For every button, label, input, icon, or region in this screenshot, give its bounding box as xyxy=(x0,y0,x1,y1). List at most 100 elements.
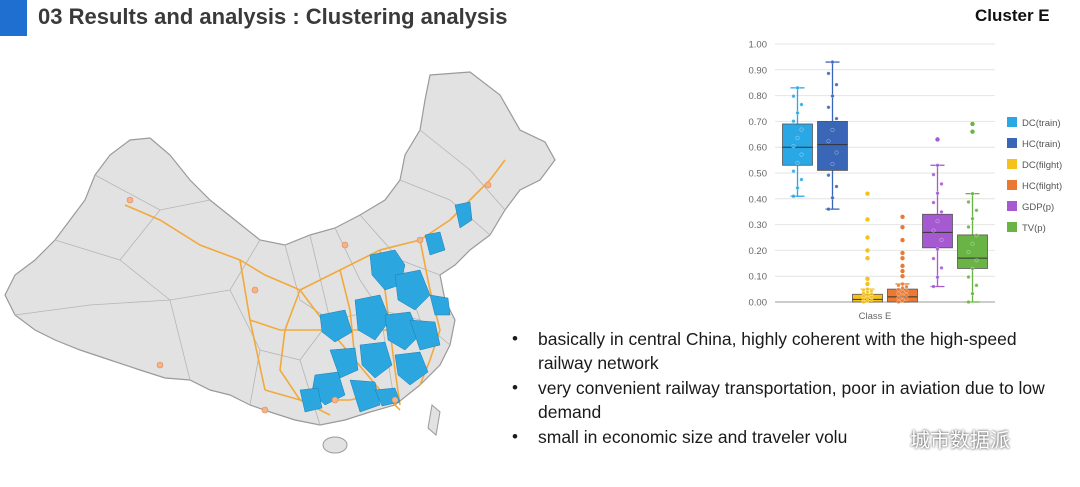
legend-label: TV(p) xyxy=(1022,223,1046,234)
data-point xyxy=(931,172,936,177)
data-point xyxy=(791,194,796,199)
outlier-point xyxy=(970,121,975,127)
legend-label: DC(train) xyxy=(1022,118,1061,129)
box xyxy=(957,234,988,269)
data-point xyxy=(861,288,866,293)
taiwan-island xyxy=(427,404,441,436)
data-point xyxy=(935,219,940,224)
data-point xyxy=(791,144,796,149)
outlier-point xyxy=(865,248,870,253)
data-point xyxy=(900,298,905,303)
legend-swatch xyxy=(1007,222,1017,232)
legend-label: HC(filght) xyxy=(1022,181,1062,192)
y-tick-label: 0.60 xyxy=(749,143,768,154)
outlier-point xyxy=(900,224,905,230)
data-point xyxy=(826,207,831,212)
data-point xyxy=(826,105,831,110)
outlier-point xyxy=(935,137,940,142)
data-point xyxy=(966,275,971,279)
bullet-dot: • xyxy=(512,329,518,348)
data-point xyxy=(904,293,909,298)
data-point xyxy=(974,233,979,238)
hainan-island xyxy=(322,436,348,454)
data-point xyxy=(799,152,804,157)
data-point xyxy=(830,161,835,166)
data-point xyxy=(935,275,940,280)
y-tick-label: 0.30 xyxy=(749,220,768,231)
y-tick-label: 0.10 xyxy=(749,272,768,283)
data-point xyxy=(896,291,901,296)
data-point xyxy=(974,258,979,263)
data-point xyxy=(931,228,936,233)
y-tick-label: 0.40 xyxy=(749,194,768,205)
data-point xyxy=(795,185,800,190)
data-point xyxy=(966,225,971,229)
data-point xyxy=(900,290,905,295)
data-point xyxy=(795,160,800,165)
legend-swatch xyxy=(1007,159,1017,169)
wechat-icon xyxy=(869,426,902,451)
data-point xyxy=(865,287,870,292)
outlier-point xyxy=(900,237,905,243)
data-point xyxy=(970,241,975,246)
bullet-item: • very convenient railway transportation,… xyxy=(505,376,1045,424)
data-point xyxy=(795,85,800,90)
data-point xyxy=(791,169,796,174)
box xyxy=(782,123,813,166)
watermark: 城市数据派 xyxy=(868,424,1010,453)
data-point xyxy=(900,286,905,291)
legend-swatch xyxy=(1007,117,1017,127)
data-point xyxy=(799,102,804,107)
data-point xyxy=(896,295,901,300)
china-outline xyxy=(4,71,556,426)
legend-label: DC(filght) xyxy=(1022,160,1062,171)
data-point xyxy=(904,284,909,289)
outlier-point xyxy=(865,217,870,222)
bullet-text: very convenient railway transportation, … xyxy=(538,378,1045,422)
data-point xyxy=(974,208,979,213)
data-point xyxy=(931,200,936,205)
outlier-point xyxy=(865,235,870,240)
bullet-dot: • xyxy=(512,427,518,446)
bullet-list: • basically in central China, highly cohe… xyxy=(505,327,1045,450)
data-point xyxy=(966,300,971,304)
data-point xyxy=(826,173,831,178)
y-tick-label: 0.80 xyxy=(749,91,768,102)
cluster-e-regions xyxy=(299,201,473,413)
data-point xyxy=(904,297,909,302)
slide-title: 03 Results and analysis : Clustering ana… xyxy=(38,4,508,29)
boxplot-svg: 0.00 0.10 0.20 0.30 0.40 0.50 0.60 0.70 0.80 0.90… xyxy=(749,40,1063,323)
bullet-text: basically in central China, highly coher… xyxy=(538,329,1017,373)
data-point xyxy=(826,139,831,144)
y-tick-label: 0.50 xyxy=(749,169,768,180)
data-point xyxy=(966,200,971,204)
x-axis-label: Class E xyxy=(859,311,892,322)
outlier-point xyxy=(970,129,975,134)
legend-label: GDP(p) xyxy=(1022,202,1054,213)
china-cluster-map xyxy=(0,60,560,460)
data-point xyxy=(970,291,975,296)
bullet-item: • small in economic size and traveler vol… xyxy=(505,425,1045,449)
title-accent-bar xyxy=(0,0,27,36)
y-tick-label: 0.00 xyxy=(749,298,768,309)
boxplot-chart: 0.00 0.10 0.20 0.30 0.40 0.50 0.60 0.70 0.80 0.90… xyxy=(730,30,1080,330)
data-point xyxy=(939,181,944,186)
y-tick-label: 0.20 xyxy=(749,246,768,257)
outlier-point xyxy=(865,281,870,287)
data-point xyxy=(939,237,944,242)
data-point xyxy=(830,94,835,98)
data-point xyxy=(830,127,835,132)
data-point xyxy=(896,283,901,288)
bullet-dot: • xyxy=(512,378,518,397)
data-point xyxy=(896,287,901,292)
outlier-point xyxy=(865,191,870,196)
data-point xyxy=(791,119,796,124)
data-point xyxy=(966,250,971,254)
data-point xyxy=(970,216,975,221)
data-point xyxy=(830,60,835,65)
data-point xyxy=(869,289,874,294)
outlier-point xyxy=(900,255,905,261)
data-point xyxy=(939,209,944,214)
data-point xyxy=(834,184,839,189)
data-point xyxy=(935,247,940,252)
